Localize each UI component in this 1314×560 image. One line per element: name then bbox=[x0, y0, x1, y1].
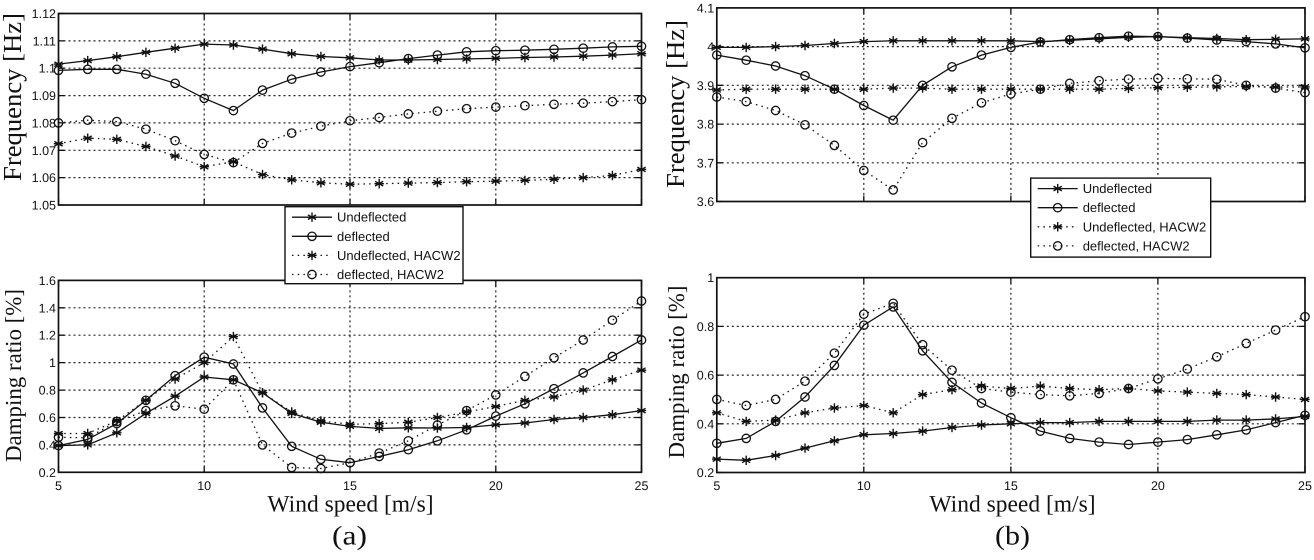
svg-text:Wind speed [m/s]: Wind speed [m/s] bbox=[267, 492, 433, 518]
svg-text:0.6: 0.6 bbox=[697, 369, 714, 383]
svg-text:5: 5 bbox=[713, 479, 720, 493]
svg-text:Frequency [Hz]: Frequency [Hz] bbox=[661, 20, 690, 188]
svg-text:(a): (a) bbox=[332, 521, 367, 551]
svg-text:4.1: 4.1 bbox=[697, 1, 714, 15]
svg-text:1.09: 1.09 bbox=[32, 89, 56, 103]
svg-text:1.07: 1.07 bbox=[32, 144, 56, 158]
svg-text:10: 10 bbox=[857, 479, 871, 493]
svg-text:deflected, HACW2: deflected, HACW2 bbox=[1083, 238, 1190, 253]
svg-text:0.4: 0.4 bbox=[39, 438, 56, 452]
svg-text:Undeflected, HACW2: Undeflected, HACW2 bbox=[337, 248, 461, 263]
svg-text:0.8: 0.8 bbox=[39, 384, 56, 398]
svg-text:(b): (b) bbox=[995, 521, 1030, 551]
svg-text:3.6: 3.6 bbox=[697, 195, 714, 209]
svg-text:Undeflected: Undeflected bbox=[337, 210, 406, 225]
svg-text:20: 20 bbox=[1151, 479, 1165, 493]
svg-text:10: 10 bbox=[197, 479, 211, 493]
svg-text:0.6: 0.6 bbox=[39, 411, 56, 425]
svg-text:1.4: 1.4 bbox=[39, 301, 56, 315]
svg-text:1.1: 1.1 bbox=[39, 62, 56, 76]
svg-text:1.08: 1.08 bbox=[32, 116, 56, 130]
svg-text:15: 15 bbox=[343, 479, 357, 493]
svg-text:25: 25 bbox=[635, 479, 649, 493]
svg-text:3.8: 3.8 bbox=[697, 118, 714, 132]
svg-text:Undeflected, HACW2: Undeflected, HACW2 bbox=[1083, 219, 1207, 234]
svg-text:1.6: 1.6 bbox=[39, 274, 56, 288]
svg-text:Damping ratio [%]: Damping ratio [%] bbox=[1, 289, 26, 462]
svg-text:0.8: 0.8 bbox=[697, 320, 714, 334]
svg-text:Undeflected: Undeflected bbox=[1083, 181, 1152, 196]
svg-text:Frequency [Hz]: Frequency [Hz] bbox=[0, 13, 27, 181]
svg-text:1: 1 bbox=[707, 271, 714, 285]
svg-text:3.9: 3.9 bbox=[697, 79, 714, 93]
svg-text:1.2: 1.2 bbox=[39, 329, 56, 343]
svg-text:4: 4 bbox=[707, 40, 714, 54]
svg-text:1.11: 1.11 bbox=[33, 34, 56, 48]
svg-text:15: 15 bbox=[1004, 479, 1018, 493]
svg-text:1.06: 1.06 bbox=[32, 171, 56, 185]
svg-text:3.7: 3.7 bbox=[697, 156, 714, 170]
svg-text:0.2: 0.2 bbox=[697, 466, 714, 480]
svg-text:deflected, HACW2: deflected, HACW2 bbox=[337, 267, 444, 282]
svg-text:1.05: 1.05 bbox=[32, 199, 56, 213]
svg-text:1: 1 bbox=[49, 356, 56, 370]
svg-text:deflected: deflected bbox=[337, 229, 390, 244]
svg-text:Damping ratio [%]: Damping ratio [%] bbox=[664, 286, 689, 459]
svg-text:0.2: 0.2 bbox=[39, 466, 56, 480]
svg-text:deflected: deflected bbox=[1083, 200, 1136, 215]
svg-text:Wind speed [m/s]: Wind speed [m/s] bbox=[929, 492, 1095, 518]
svg-text:5: 5 bbox=[55, 479, 62, 493]
svg-text:20: 20 bbox=[489, 479, 503, 493]
svg-text:0.4: 0.4 bbox=[697, 417, 714, 431]
svg-text:1.12: 1.12 bbox=[32, 7, 56, 21]
svg-text:25: 25 bbox=[1298, 479, 1312, 493]
